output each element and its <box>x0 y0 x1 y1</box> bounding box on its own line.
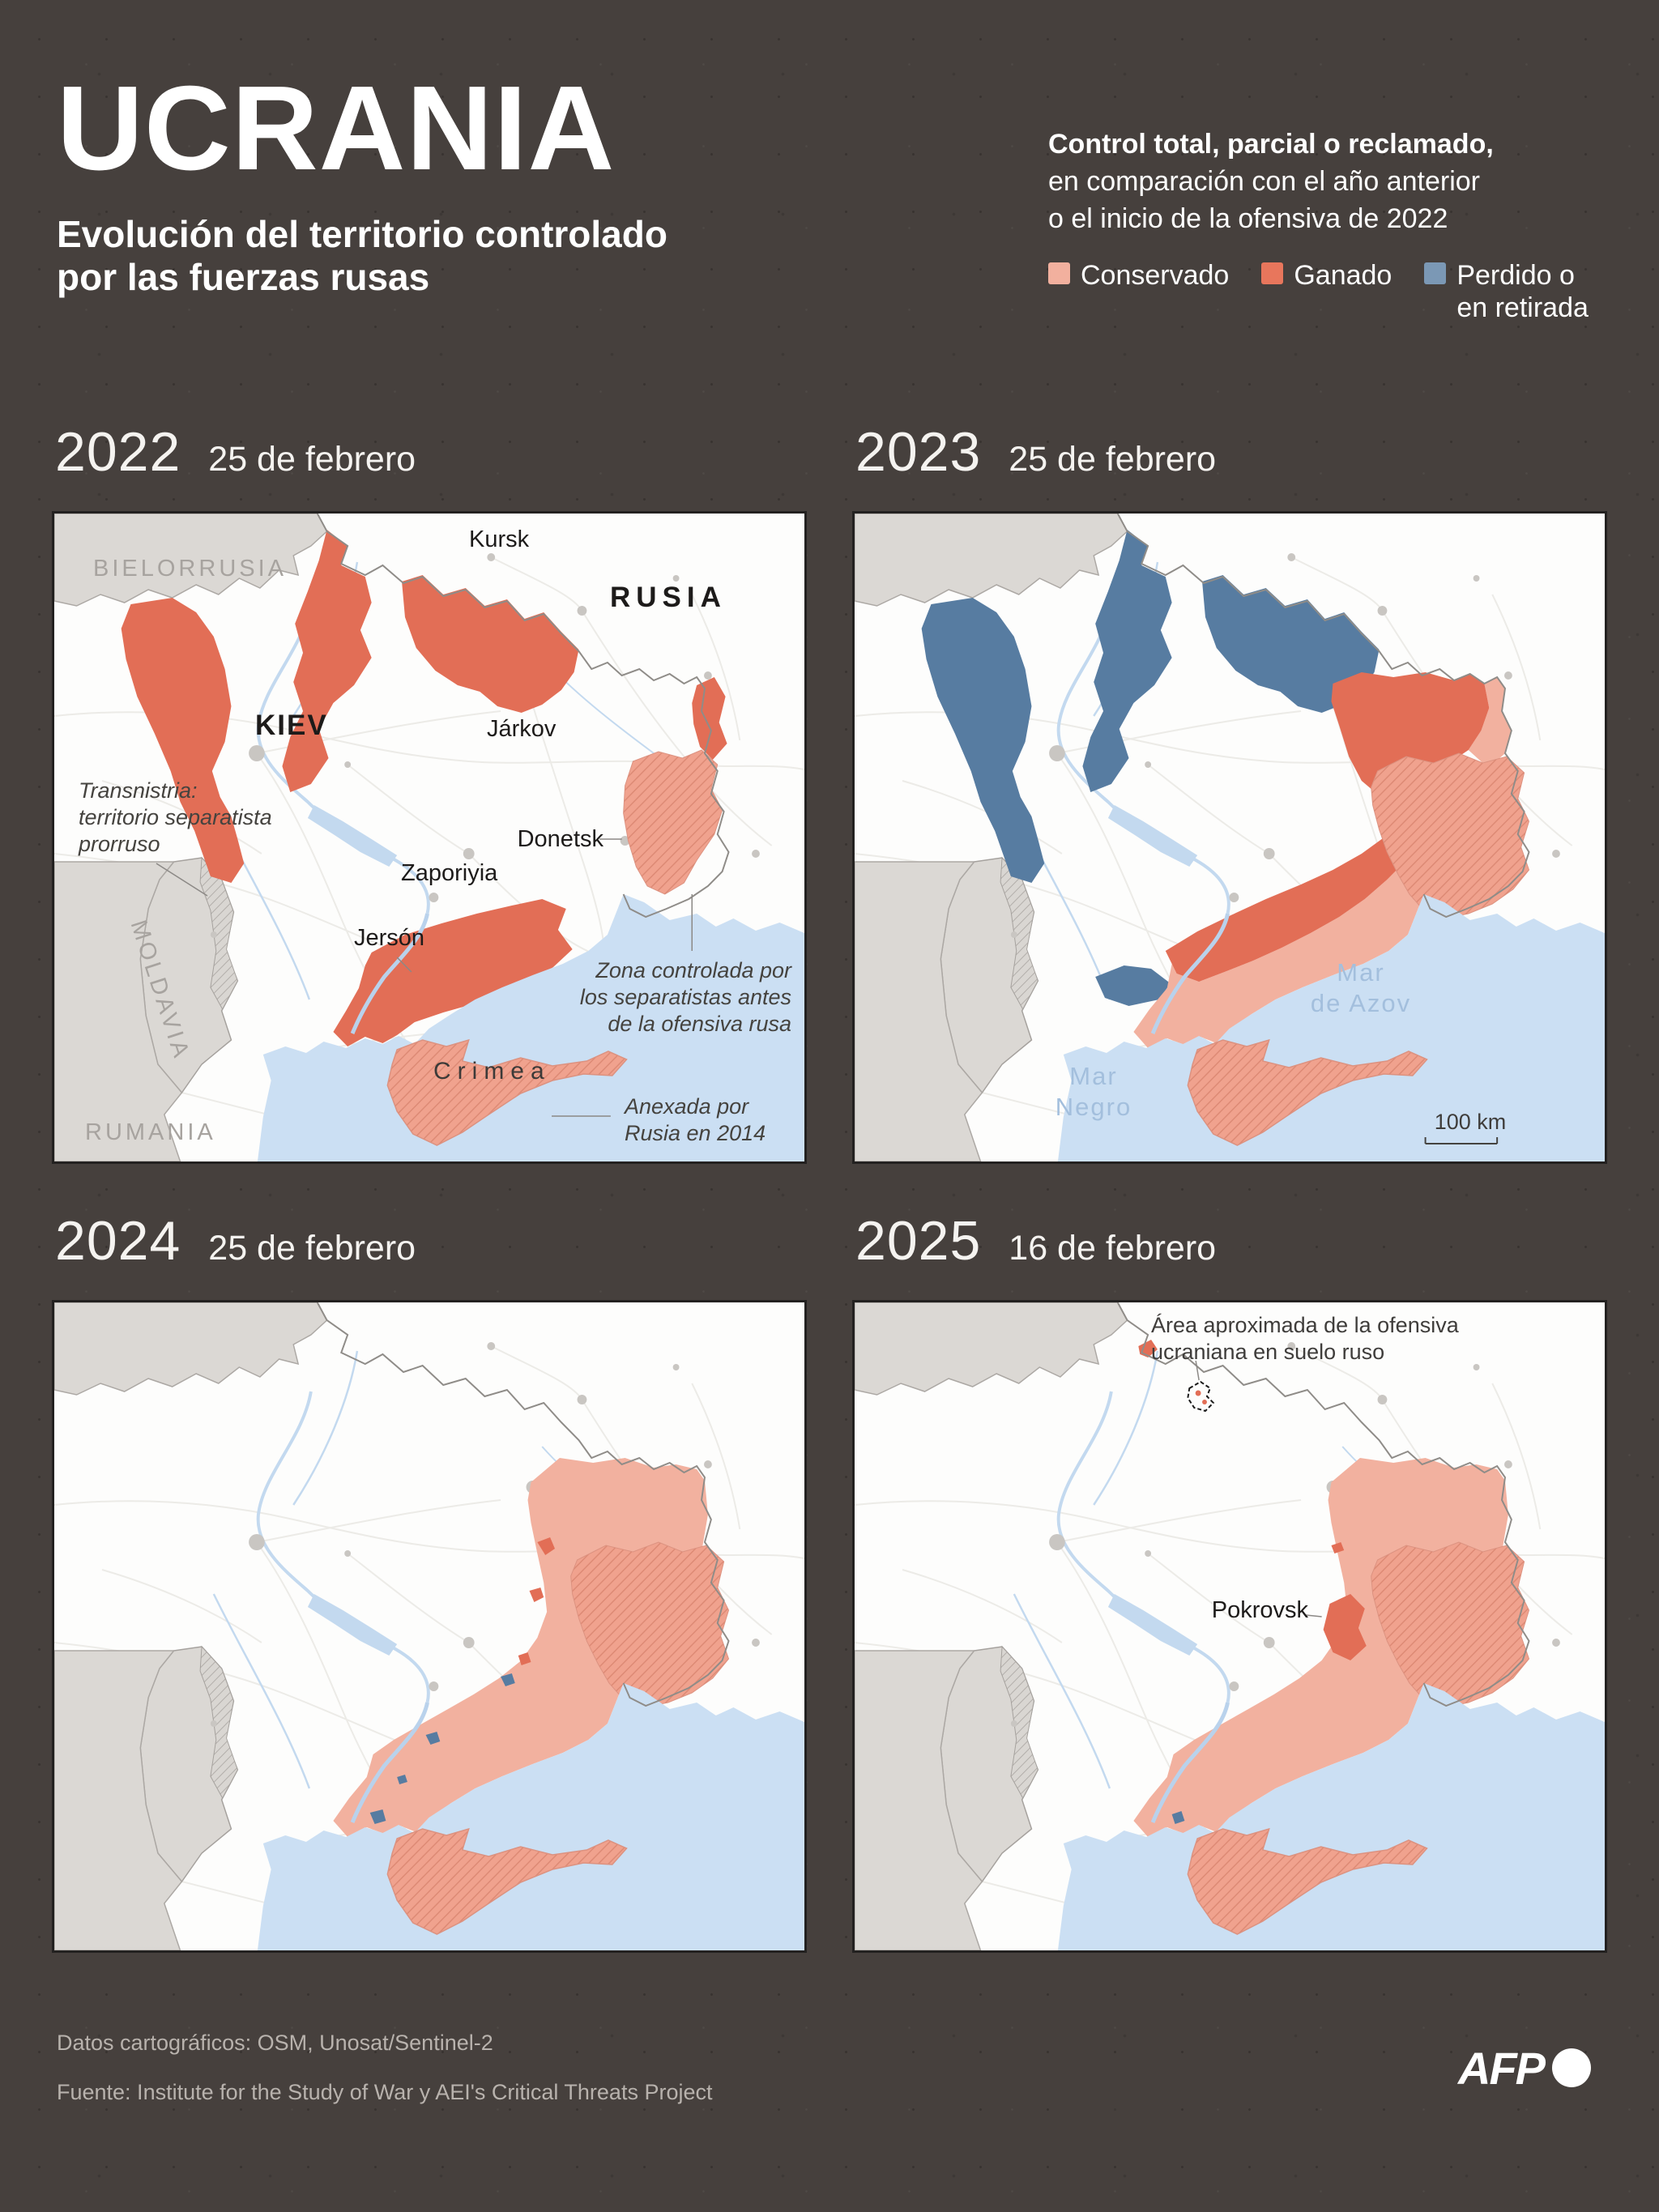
kursk-offensive-note-line: Área aproximada de la ofensiva <box>1151 1312 1459 1337</box>
leader-lines-2025 <box>1195 1360 1322 1617</box>
legend-item-label: Ganado <box>1294 259 1392 291</box>
kiev-label: KIEV <box>255 709 328 741</box>
kursk-label: Kursk <box>469 526 530 552</box>
panel-2023-head: 2023 25 de febrero <box>855 420 1607 484</box>
legend-item-label: Conservado <box>1081 259 1230 291</box>
map-2025-svg <box>855 1302 1605 1950</box>
crimea-annexed-note: Anexada por Rusia en 2014 <box>625 1093 766 1147</box>
afp-logo: AFP <box>1458 2042 1591 2095</box>
jerson-label: Jersón <box>354 924 425 951</box>
transnistria-note-line: territorio separatista <box>79 804 272 829</box>
separatist-zone-note-line: Zona controlada por <box>595 957 791 982</box>
gained-areas-2022 <box>121 529 727 1046</box>
belarus-label: BIELORRUSIA <box>93 555 287 582</box>
kursk-offensive-note: Área aproximada de la ofensiva ucraniana… <box>1151 1312 1459 1367</box>
page-title: UCRANIA <box>57 62 616 195</box>
map-2024 <box>52 1299 807 1953</box>
gained-retained-areas-2023 <box>1133 671 1512 1048</box>
scale-bar <box>1424 1136 1499 1144</box>
lost-specks-2025 <box>1171 1810 1185 1824</box>
panel-2024-head: 2024 25 de febrero <box>55 1209 807 1272</box>
map-2022-svg <box>54 513 804 1161</box>
pokrovsk-label: Pokrovsk <box>1211 1596 1308 1623</box>
crimea-label: Crimea <box>433 1057 551 1085</box>
legend-intro-line3: o el inicio de la ofensiva de 2022 <box>1048 202 1448 234</box>
sea-of-azov-label-line: de Azov <box>1310 989 1412 1018</box>
map-2022: BIELORRUSIA Kursk RUSIA KIEV Járkov Done… <box>52 510 807 1164</box>
transnistria-note-line: prorruso <box>79 831 160 856</box>
separatist-zone-note-line: los separatistas antes <box>579 984 791 1009</box>
map-2025: Área aproximada de la ofensiva ucraniana… <box>852 1299 1607 1953</box>
legend-intro-line2: en comparación con el año anterior <box>1048 165 1480 197</box>
panel-2025-head: 2025 16 de febrero <box>855 1209 1607 1272</box>
legend-item-perdido: Perdido o en retirada <box>1424 259 1594 324</box>
gained-specks-2024 <box>518 1536 555 1665</box>
legend: Control total, parcial o reclamado, en c… <box>1048 126 1599 324</box>
legend-item-ganado: Ganado <box>1261 259 1392 292</box>
scale-label: 100 km <box>1434 1109 1507 1134</box>
transnistria-note-line: Transnistria: <box>79 778 198 803</box>
panel-2025: 2025 16 de febrero <box>852 1209 1607 1953</box>
black-sea-label-line: Mar <box>1069 1061 1118 1090</box>
panel-date: 25 de febrero <box>208 1228 416 1268</box>
sea-of-azov-label: Mar de Azov <box>1292 957 1430 1021</box>
legend-item-conservado: Conservado <box>1048 259 1229 292</box>
romania-label: RUMANIA <box>85 1119 216 1145</box>
header: UCRANIA Evolución del territorio control… <box>0 0 1659 323</box>
map-data-credits: Datos cartográficos: OSM, Unosat/Sentine… <box>57 2030 493 2055</box>
kursk-incursion-outline <box>1187 1380 1215 1412</box>
black-sea-label-line: Negro <box>1055 1093 1132 1122</box>
conservado-swatch-icon <box>1048 262 1070 284</box>
page-subtitle: Evolución del territorio controlado por … <box>57 212 667 298</box>
crimea-annexed-note-line: Rusia en 2014 <box>625 1120 766 1145</box>
russia-label: RUSIA <box>610 581 727 613</box>
legend-item-label: Perdido o en retirada <box>1456 259 1589 323</box>
separatist-claimed-area-2022 <box>623 749 723 895</box>
panel-date: 16 de febrero <box>1009 1228 1217 1268</box>
panel-date: 25 de febrero <box>208 439 416 479</box>
panel-2022: 2022 25 de febrero <box>52 420 807 1164</box>
transnistria-note: Transnistria: territorio separatista pro… <box>79 778 272 858</box>
leader-lines-2022 <box>156 837 693 1117</box>
kursk-offensive-note-line: ucraniana en suelo ruso <box>1151 1340 1385 1365</box>
panel-year: 2022 <box>55 420 181 483</box>
perdido-swatch-icon <box>1424 262 1447 284</box>
jarkov-label: Járkov <box>487 715 557 742</box>
map-2024-svg <box>54 1302 804 1950</box>
separatist-zone-note-line: de la ofensiva rusa <box>608 1011 791 1036</box>
panel-year: 2024 <box>55 1209 181 1272</box>
footer: Datos cartográficos: OSM, Unosat/Sentine… <box>57 2031 1602 2105</box>
panel-2023: 2023 25 de febrero <box>852 420 1607 1164</box>
map-panels: 2022 25 de febrero <box>52 420 1607 1953</box>
panel-year: 2023 <box>855 420 982 483</box>
panel-date: 25 de febrero <box>1009 439 1217 479</box>
panel-2024: 2024 25 de febrero <box>52 1209 807 1953</box>
panel-2022-head: 2022 25 de febrero <box>55 420 807 484</box>
ganado-swatch-icon <box>1261 262 1284 284</box>
afp-logo-text: AFP <box>1458 2042 1546 2094</box>
panel-year: 2025 <box>855 1209 982 1272</box>
sea-of-azov-label-line: Mar <box>1337 957 1385 987</box>
source-line: Fuente: Institute for the Study of War y… <box>57 2079 713 2104</box>
donetsk-label: Donetsk <box>517 825 603 852</box>
map-2023: Mar de Azov Mar Negro 100 km <box>852 510 1607 1164</box>
afp-logo-circle-icon <box>1552 2048 1591 2088</box>
crimea-annexed-note-line: Anexada por <box>625 1093 749 1119</box>
map-2023-svg <box>855 513 1605 1161</box>
black-sea-label: Mar Negro <box>1025 1061 1162 1124</box>
legend-intro-line1: Control total, parcial o reclamado, <box>1048 129 1494 160</box>
lost-specks-2024 <box>369 1673 515 1824</box>
separatist-zone-note: Zona controlada por los separatistas ant… <box>540 957 791 1038</box>
legend-intro: Control total, parcial o reclamado, en c… <box>1048 126 1599 238</box>
zaporiyia-label: Zaporiyia <box>401 859 498 886</box>
